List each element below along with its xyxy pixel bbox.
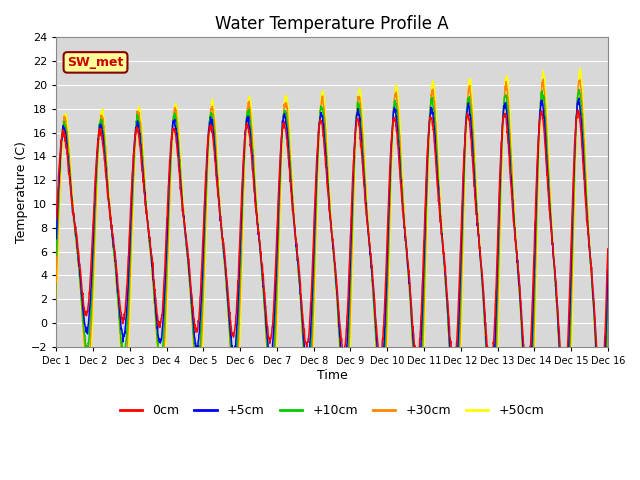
Legend: 0cm, +5cm, +10cm, +30cm, +50cm: 0cm, +5cm, +10cm, +30cm, +50cm	[115, 399, 549, 422]
Text: SW_met: SW_met	[67, 56, 124, 69]
X-axis label: Time: Time	[317, 369, 348, 382]
Title: Water Temperature Profile A: Water Temperature Profile A	[215, 15, 449, 33]
Y-axis label: Temperature (C): Temperature (C)	[15, 141, 28, 243]
